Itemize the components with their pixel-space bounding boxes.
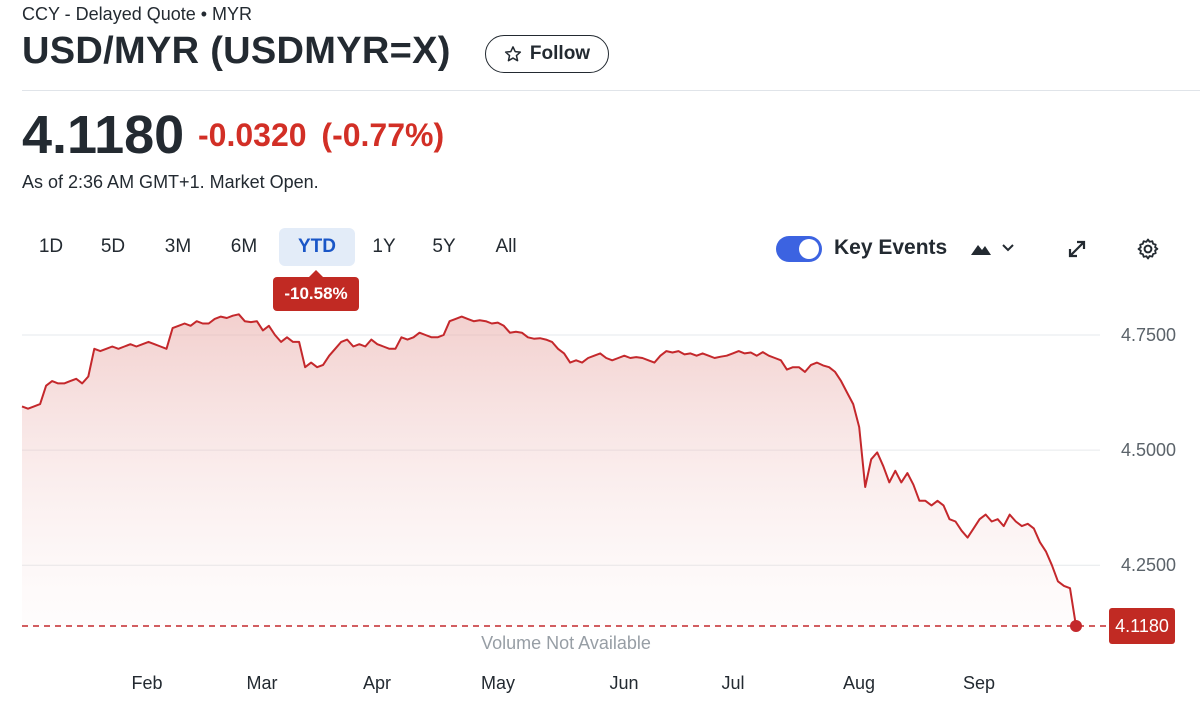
chart-area-fill <box>22 314 1076 626</box>
header-divider <box>22 90 1200 91</box>
expand-icon[interactable] <box>1066 238 1088 265</box>
range-ytd[interactable]: YTD <box>279 228 355 266</box>
x-tick-label: Sep <box>963 673 995 693</box>
range-6m[interactable]: 6M <box>230 236 258 257</box>
change-percent: (-0.77%) <box>321 117 445 153</box>
svg-text:4.1180: 4.1180 <box>1115 616 1169 636</box>
price-change: -0.0320 (-0.77%) <box>198 117 444 154</box>
x-tick-label: Apr <box>363 673 391 693</box>
quote-meta: CCY - Delayed Quote • MYR <box>22 4 253 24</box>
range-1d[interactable]: 1D <box>38 236 64 257</box>
follow-label: Follow <box>529 43 591 64</box>
page-title: USD/MYR (USDMYR=X) <box>22 30 451 72</box>
chart-series-line <box>21 313 1077 627</box>
x-tick-label: May <box>481 673 515 693</box>
x-tick-label: Jul <box>721 673 744 693</box>
as-of-timestamp: As of 2:36 AM GMT+1. Market Open. <box>22 172 319 192</box>
current-price: 4.1180 <box>22 105 185 165</box>
x-tick-label: Aug <box>843 673 875 693</box>
range-5y[interactable]: 5Y <box>432 236 456 257</box>
star-icon <box>504 45 522 63</box>
gear-icon[interactable] <box>1136 237 1160 266</box>
chevron-down-icon[interactable] <box>1000 240 1016 261</box>
key-events-label: Key Events <box>834 236 948 259</box>
x-tick-label: Jun <box>609 673 638 693</box>
range-1y[interactable]: 1Y <box>372 236 396 257</box>
range-3m[interactable]: 3M <box>164 236 192 257</box>
y-tick-label: 4.2500 <box>1121 555 1176 575</box>
ytd-change-badge: -10.58% <box>273 270 359 311</box>
range-all[interactable]: All <box>495 236 517 257</box>
volume-note: Volume Not Available <box>481 633 651 653</box>
last-price-dot <box>1070 620 1082 632</box>
mountain-icon[interactable] <box>970 240 992 263</box>
x-tick-label: Feb <box>131 673 162 693</box>
y-tick-label: 4.5000 <box>1121 440 1176 460</box>
last-price-label: 4.1180 <box>1109 608 1175 644</box>
follow-button[interactable]: Follow <box>485 35 609 73</box>
x-tick-label: Mar <box>247 673 278 693</box>
range-5d[interactable]: 5D <box>100 236 126 257</box>
y-tick-label: 4.7500 <box>1121 325 1176 345</box>
toggle-knob <box>799 239 819 259</box>
key-events-toggle[interactable] <box>776 236 822 262</box>
change-value: -0.0320 <box>198 117 307 153</box>
